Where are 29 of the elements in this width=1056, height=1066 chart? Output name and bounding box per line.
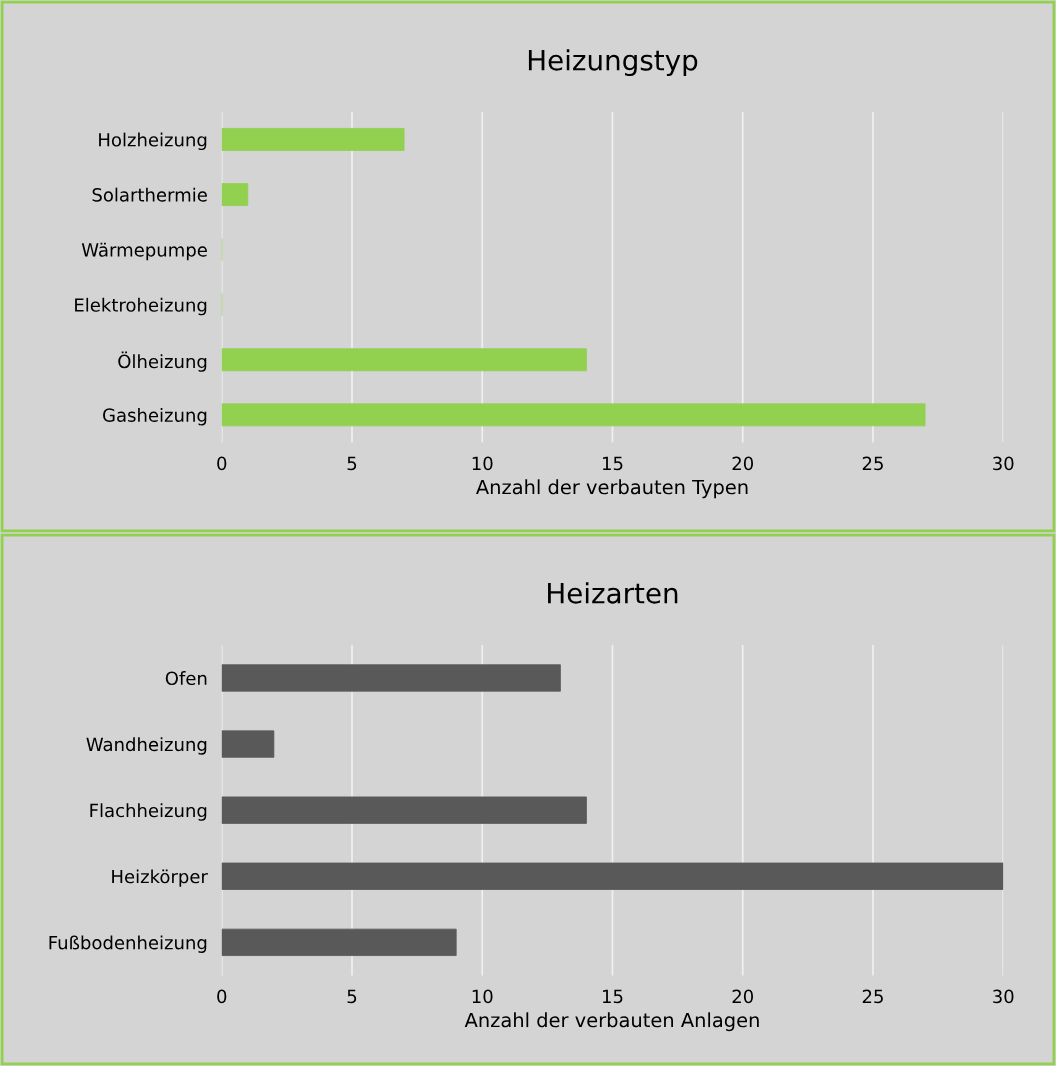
x-axis-title: Anzahl der verbauten Typen — [476, 479, 748, 499]
y-tick-label: Wärmepumpe — [81, 242, 207, 261]
chart-title: Heizungstyp — [528, 49, 698, 77]
x-tick-label: 5 — [347, 456, 357, 471]
y-tick-label: Ölheizung — [118, 351, 207, 372]
y-tick-label: Holzheizung — [99, 132, 207, 151]
x-tick-label: 20 — [732, 456, 754, 471]
x-tick-label: 15 — [602, 989, 623, 1004]
y-tick-label: Ofen — [165, 671, 207, 686]
x-tick-label: 25 — [862, 989, 883, 1004]
y-tick-label: Gasheizung — [103, 407, 207, 426]
x-tick-label: 10 — [472, 989, 493, 1004]
x-tick-label: 30 — [993, 989, 1014, 1004]
y-tick-label: Heizkörper — [112, 869, 208, 887]
y-tick-label: Fußbodenheizung — [49, 935, 207, 953]
y-tick-label: Elektroheizung — [75, 297, 207, 316]
x-tick-label: 30 — [993, 456, 1014, 471]
x-tick-label: 0 — [217, 989, 227, 1004]
y-tick-label: Wandheizung — [86, 737, 207, 755]
y-tick-label: Flachheizung — [90, 803, 207, 821]
x-tick-label: 10 — [472, 456, 493, 471]
x-tick-label: 25 — [862, 456, 883, 471]
chart-title: Heizarten — [548, 582, 678, 604]
x-tick-label: 15 — [602, 456, 623, 471]
x-axis-title: Anzahl der verbauten Anlagen — [464, 1012, 759, 1032]
x-tick-label: 5 — [347, 989, 357, 1004]
y-tick-label: Solarthermie — [92, 187, 207, 202]
x-tick-label: 0 — [217, 456, 227, 471]
x-tick-label: 20 — [732, 989, 754, 1004]
